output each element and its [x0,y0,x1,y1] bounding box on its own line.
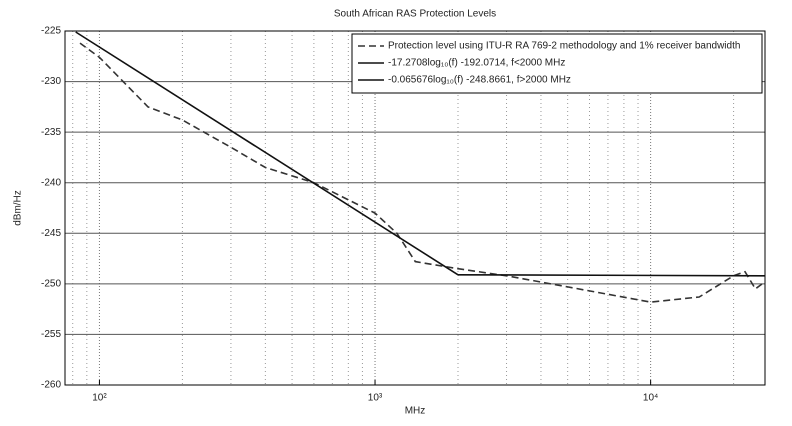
series-line [75,31,459,276]
plot-frame [64,30,766,386]
y-axis-label: dBm/Hz [13,190,24,226]
x-tick-label: 10³ [368,393,383,404]
series-line [79,42,766,303]
legend-label: Protection level using ITU-R RA 769-2 me… [388,41,740,52]
y-tick-label: -235 [41,127,61,138]
chart-title: South African RAS Protection Levels [334,9,496,20]
y-tick-label: -260 [41,380,61,391]
x-tick-label: 10⁴ [643,393,658,404]
legend-label: -0.065676log₁₀(f) -248.8661, f>2000 MHz [388,75,571,86]
y-tick-label: -240 [41,177,61,188]
legend-label: -17.2708log₁₀(f) -192.0714, f<2000 MHz [388,58,565,69]
y-tick-label: -245 [41,228,61,239]
y-tick-label: -250 [41,278,61,289]
y-tick-label: -225 [41,26,61,37]
x-tick-label: 10² [92,393,107,404]
y-tick-label: -230 [41,76,61,87]
x-axis-label: MHz [405,406,426,417]
legend-box [351,33,763,94]
series-line [457,273,766,277]
y-tick-label: -255 [41,329,61,340]
